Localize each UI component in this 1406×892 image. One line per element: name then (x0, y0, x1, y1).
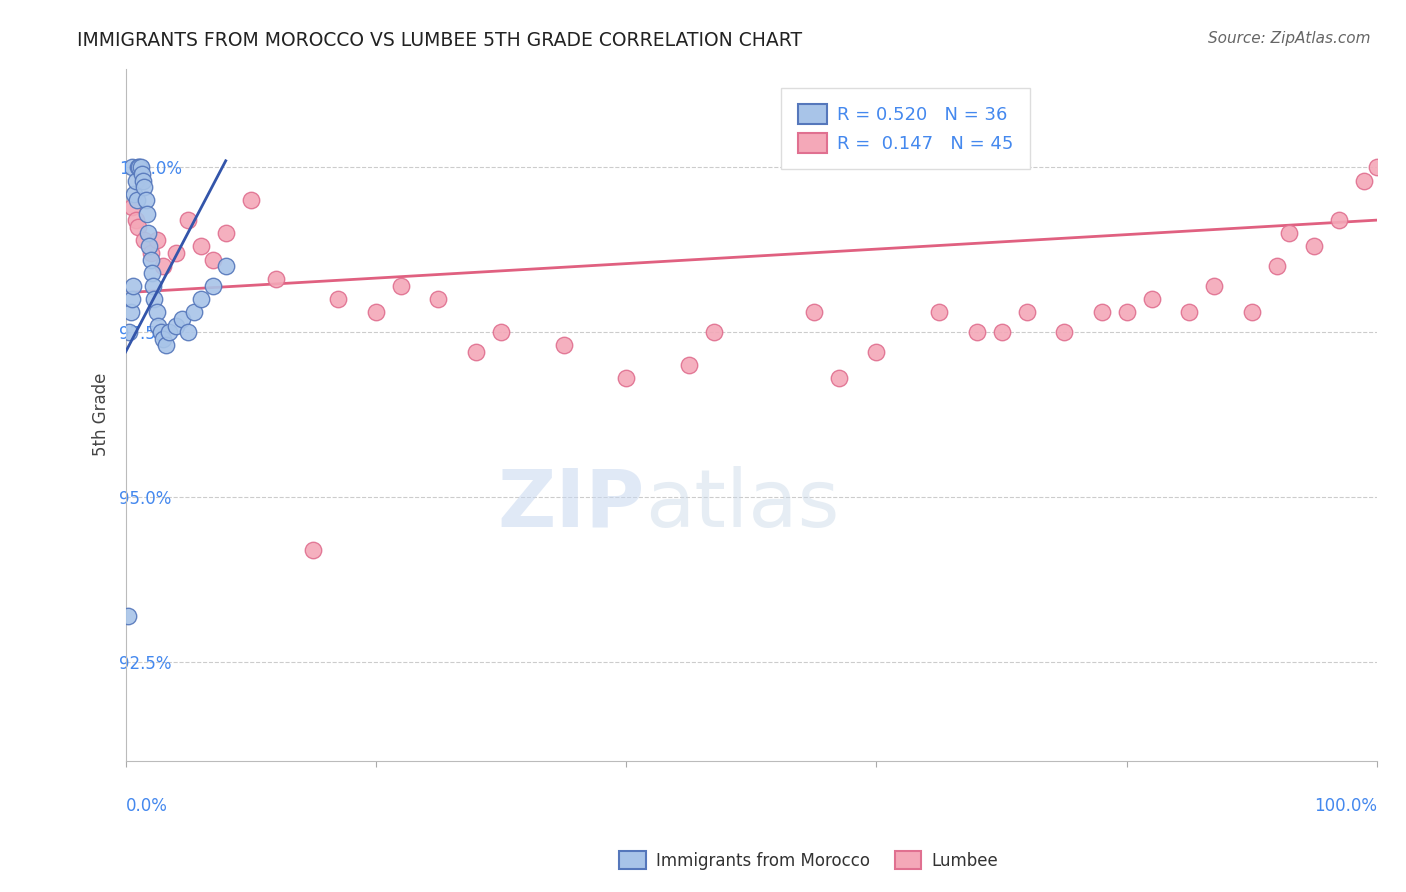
Legend: R = 0.520   N = 36, R =  0.147   N = 45: R = 0.520 N = 36, R = 0.147 N = 45 (782, 88, 1031, 169)
Point (138, 239, 160, 253)
Point (865, 345, 887, 359)
Point (170, 312, 193, 326)
Point (678, 358, 700, 372)
Y-axis label: 5th Grade: 5th Grade (93, 373, 110, 456)
Point (202, 279, 225, 293)
Point (135, 206, 157, 220)
Point (1278, 227, 1301, 241)
Point (1240, 305, 1263, 319)
Text: ZIP: ZIP (498, 466, 645, 543)
Point (202, 252, 225, 267)
Point (1329, 213, 1351, 227)
Point (121, 161, 143, 175)
Point (128, 161, 150, 175)
Point (165, 246, 187, 260)
Text: 0.0%: 0.0% (125, 797, 167, 814)
Point (132, 173, 155, 187)
Point (553, 338, 575, 352)
Point (215, 259, 238, 273)
Point (1053, 325, 1076, 339)
Point (143, 292, 166, 306)
Point (990, 325, 1012, 339)
Point (928, 305, 950, 319)
Point (1015, 305, 1038, 319)
Point (135, 194, 157, 208)
Point (131, 167, 153, 181)
Point (152, 259, 174, 273)
Point (152, 332, 174, 346)
Point (177, 213, 200, 227)
Point (427, 292, 450, 306)
Point (803, 305, 825, 319)
Point (142, 279, 165, 293)
Text: atlas: atlas (645, 466, 839, 543)
Point (155, 338, 177, 352)
Point (149, 325, 172, 339)
Point (146, 305, 169, 319)
Point (364, 305, 387, 319)
Point (121, 200, 143, 214)
Point (389, 279, 412, 293)
Point (1204, 279, 1226, 293)
Point (1353, 173, 1375, 187)
Point (117, 608, 139, 623)
Point (146, 318, 169, 333)
Point (190, 239, 212, 253)
Point (1365, 161, 1388, 175)
Point (157, 325, 180, 339)
Point (828, 371, 851, 385)
Point (1178, 305, 1201, 319)
Text: 100.0%: 100.0% (1315, 797, 1376, 814)
Point (134, 180, 156, 194)
Point (465, 345, 488, 359)
Point (165, 318, 187, 333)
Point (1265, 259, 1288, 273)
Point (127, 219, 149, 234)
Point (264, 272, 287, 286)
Point (183, 305, 205, 319)
Point (1115, 305, 1137, 319)
Point (146, 233, 169, 247)
Point (129, 161, 152, 175)
Point (1140, 292, 1163, 306)
Point (134, 233, 156, 247)
Point (118, 325, 141, 339)
Point (703, 325, 725, 339)
Point (141, 266, 163, 280)
Point (190, 292, 212, 306)
Point (136, 227, 159, 241)
Text: Source: ZipAtlas.com: Source: ZipAtlas.com (1208, 31, 1371, 46)
Point (121, 292, 143, 306)
Point (239, 194, 262, 208)
Point (1091, 305, 1114, 319)
Point (124, 173, 146, 187)
Point (328, 292, 350, 306)
Point (127, 161, 149, 175)
Point (1303, 239, 1326, 253)
Point (489, 325, 512, 339)
Point (124, 213, 146, 227)
Point (215, 227, 238, 241)
Point (124, 186, 146, 201)
Legend: Immigrants from Morocco, Lumbee: Immigrants from Morocco, Lumbee (612, 845, 1005, 877)
Point (302, 542, 325, 557)
Text: IMMIGRANTS FROM MOROCCO VS LUMBEE 5TH GRADE CORRELATION CHART: IMMIGRANTS FROM MOROCCO VS LUMBEE 5TH GR… (77, 31, 803, 50)
Point (122, 279, 145, 293)
Point (177, 325, 200, 339)
Point (139, 252, 162, 267)
Point (120, 305, 142, 319)
Point (966, 325, 988, 339)
Point (125, 194, 148, 208)
Point (139, 246, 162, 260)
Point (614, 371, 637, 385)
